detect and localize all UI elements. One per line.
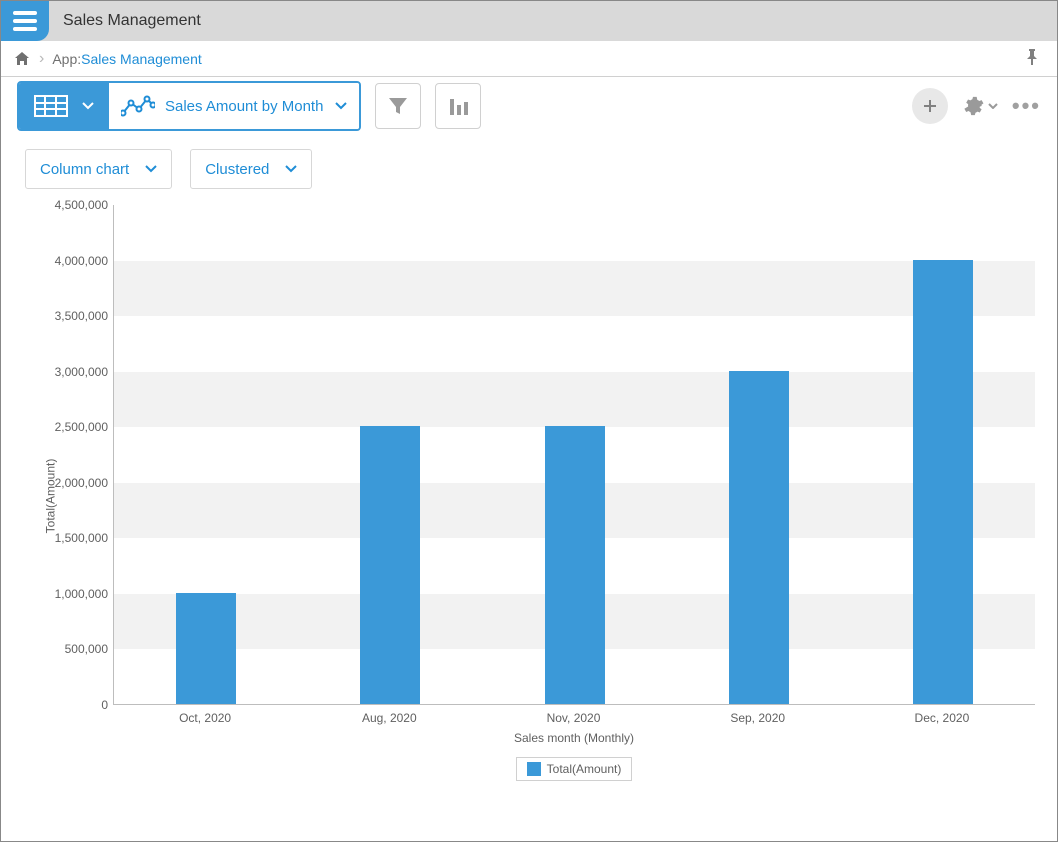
chart-legend: Total(Amount) — [113, 757, 1035, 781]
home-button[interactable] — [13, 50, 31, 68]
chart-view-selector[interactable]: Sales Amount by Month — [109, 83, 359, 129]
grouping-select[interactable]: Clustered — [190, 149, 312, 189]
chart-type-select[interactable]: Column chart — [25, 149, 172, 189]
y-tick-label: 500,000 — [65, 642, 108, 656]
add-button[interactable] — [912, 88, 948, 124]
y-tick-label: 1,000,000 — [55, 587, 108, 601]
x-tick-label: Nov, 2020 — [547, 711, 601, 725]
y-tick-label: 2,000,000 — [55, 476, 108, 490]
more-button[interactable]: ••• — [1012, 93, 1041, 119]
x-tick-label: Aug, 2020 — [362, 711, 417, 725]
x-tick-label: Oct, 2020 — [179, 711, 231, 725]
bar-chart-button[interactable] — [435, 83, 481, 129]
legend-label: Total(Amount) — [547, 762, 622, 776]
chart-bar[interactable] — [176, 593, 236, 704]
y-tick-label: 3,500,000 — [55, 309, 108, 323]
plus-icon — [922, 98, 938, 114]
chart-options-row: Column chart Clustered — [1, 135, 1057, 197]
breadcrumb: › App: Sales Management — [1, 41, 1057, 77]
breadcrumb-separator: › — [39, 50, 44, 68]
home-icon — [14, 51, 30, 67]
ellipsis-icon: ••• — [1012, 93, 1041, 119]
chart-type-label: Column chart — [40, 161, 129, 178]
funnel-icon — [387, 95, 409, 117]
grid-band — [114, 261, 1035, 317]
gear-icon — [962, 95, 984, 117]
breadcrumb-app-link[interactable]: Sales Management — [81, 51, 202, 67]
x-axis-label: Sales month (Monthly) — [113, 731, 1035, 745]
chevron-down-icon — [145, 165, 157, 173]
table-view-button[interactable] — [19, 83, 109, 129]
legend-swatch — [527, 762, 541, 776]
grid-band — [114, 372, 1035, 428]
filter-button[interactable] — [375, 83, 421, 129]
chevron-down-icon — [285, 165, 297, 173]
y-tick-label: 3,000,000 — [55, 365, 108, 379]
y-tick-label: 2,500,000 — [55, 420, 108, 434]
pin-button[interactable] — [1025, 49, 1043, 67]
chevron-down-icon — [82, 102, 94, 110]
chart-bar[interactable] — [360, 426, 420, 704]
settings-button[interactable] — [962, 95, 998, 117]
breadcrumb-prefix: App: — [52, 51, 81, 67]
y-tick-label: 0 — [101, 698, 108, 712]
app-header: Sales Management — [1, 1, 1057, 41]
chart-bar[interactable] — [545, 426, 605, 704]
x-tick-label: Sep, 2020 — [730, 711, 785, 725]
chart-bar[interactable] — [913, 260, 973, 704]
grouping-label: Clustered — [205, 161, 269, 178]
chart-bar[interactable] — [729, 371, 789, 704]
x-tick-label: Dec, 2020 — [915, 711, 970, 725]
pin-icon — [1025, 49, 1039, 65]
legend-item: Total(Amount) — [516, 757, 633, 781]
y-axis-label: Total(Amount) — [43, 459, 57, 534]
sales-chart: Total(Amount) 0500,0001,000,0001,500,000… — [19, 201, 1039, 791]
view-switcher: Sales Amount by Month — [17, 81, 361, 131]
plot-area: 0500,0001,000,0001,500,0002,000,0002,500… — [113, 205, 1035, 705]
y-tick-label: 1,500,000 — [55, 531, 108, 545]
toolbar: Sales Amount by Month • — [1, 77, 1057, 135]
bar-chart-icon — [447, 95, 469, 117]
chevron-down-icon — [988, 103, 998, 109]
y-tick-label: 4,000,000 — [55, 254, 108, 268]
chart-view-label: Sales Amount by Month — [165, 98, 325, 115]
hamburger-icon — [13, 11, 37, 31]
table-icon — [34, 95, 68, 117]
y-tick-label: 4,500,000 — [55, 198, 108, 212]
line-chart-icon — [121, 95, 155, 117]
page-title: Sales Management — [63, 12, 201, 30]
menu-button[interactable] — [1, 1, 49, 41]
chevron-down-icon — [335, 102, 347, 110]
